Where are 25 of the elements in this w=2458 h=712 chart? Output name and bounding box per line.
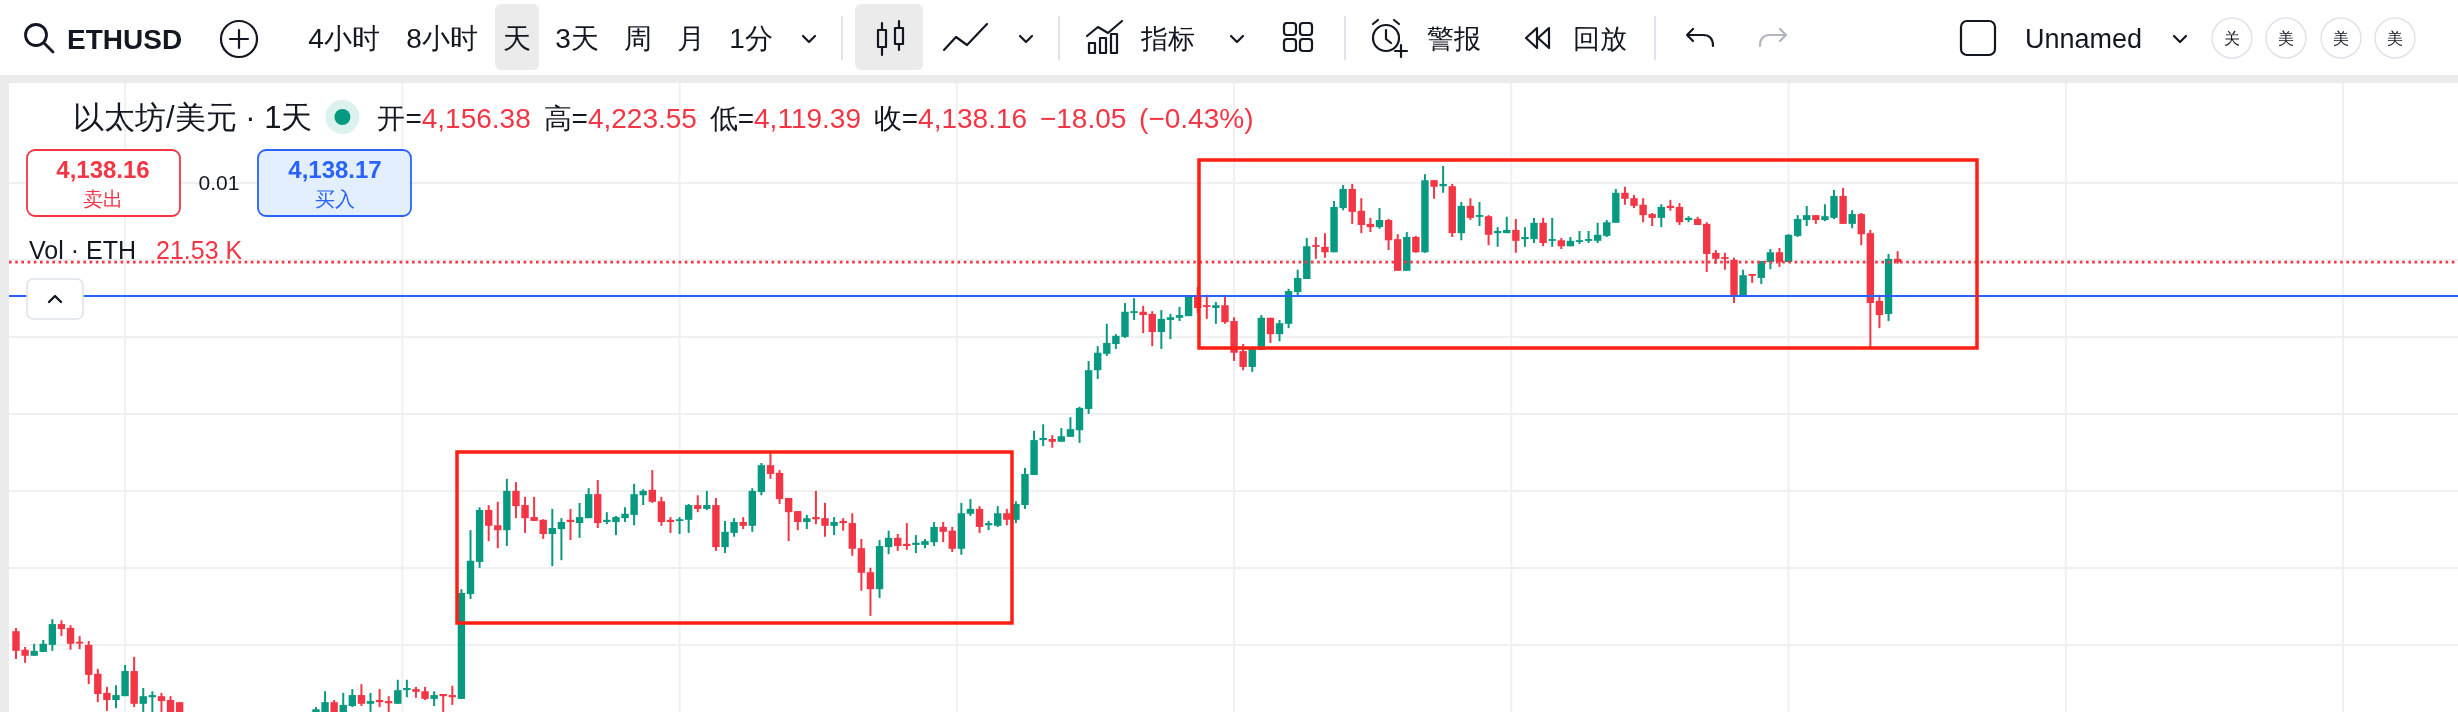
text: 开=4,156.38 高=4,223.55 低=4,119.39 收=4,138.16 −18.05 (−0.43%)	[377, 103, 1254, 134]
annotation: 买入	[315, 188, 355, 210]
text: 关	[2224, 30, 2240, 47]
annotation: 卖出	[83, 188, 123, 210]
annotation: Vol · ETH	[29, 236, 136, 264]
text: 美	[2333, 30, 2349, 47]
text: 指标	[1140, 24, 1195, 54]
text: 警报	[1427, 24, 1481, 54]
text: 天	[503, 23, 531, 54]
text: 美	[2278, 30, 2294, 47]
text: 周	[624, 23, 652, 54]
annotation: 21.53 K	[156, 236, 243, 264]
text: 8小时	[406, 23, 478, 54]
text: Unnamed	[2025, 24, 2143, 54]
text: 月	[677, 23, 705, 54]
annotation: 0.01	[198, 171, 240, 194]
text: 1分	[729, 23, 773, 54]
text: ETHUSD	[67, 24, 183, 55]
text: 回放	[1573, 24, 1627, 54]
text: 美	[2387, 30, 2403, 47]
text: 3天	[555, 23, 599, 54]
text: 4小时	[308, 23, 380, 54]
annotation: 4,138.17	[288, 156, 382, 183]
annotation: 4,138.16	[56, 156, 150, 183]
chart-title: 以太坊/美元 · 1天	[73, 100, 313, 135]
